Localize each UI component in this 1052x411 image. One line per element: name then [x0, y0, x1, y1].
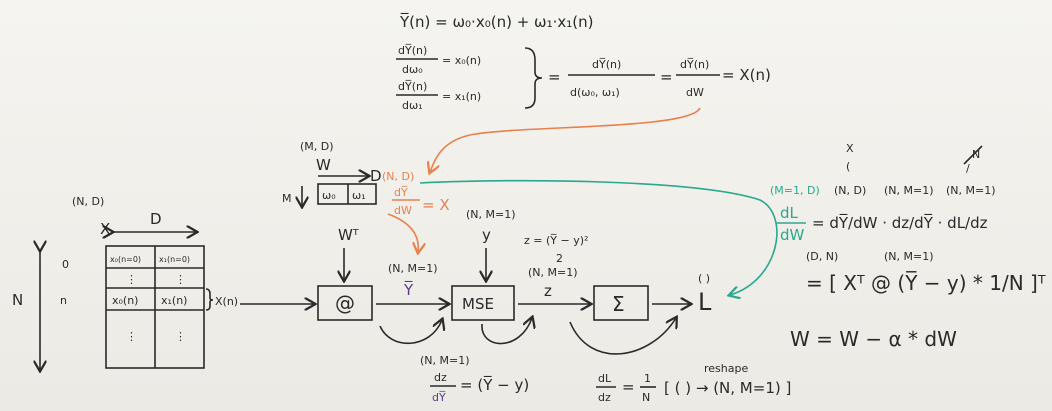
- matrix-n-label: N: [12, 291, 23, 309]
- grouping-brace: [524, 47, 543, 109]
- backward-arc-matmul: [379, 320, 442, 345]
- matrix-d-label: D: [150, 210, 162, 228]
- deriv0-numerator: dY̅(n): [398, 44, 427, 57]
- backward-arc-sum: [569, 318, 676, 355]
- shape-lhs: (M=1, D): [770, 184, 820, 197]
- matrix-cell-x1-n0: x₁(n=0): [159, 255, 190, 264]
- sum-node: [593, 285, 649, 321]
- equals-sign-2: =: [660, 68, 673, 86]
- weights-d-label: D: [370, 167, 382, 185]
- orange-local-arrow: [387, 213, 418, 252]
- loss-shape: ( ): [698, 272, 710, 285]
- weights-label: W: [316, 156, 331, 174]
- teal-gradient-arrow: [419, 179, 778, 295]
- one-over-n-denominator: N: [642, 391, 650, 404]
- deriv0-result: = x₀(n): [442, 54, 481, 67]
- combined-numerator: dY̅(n): [592, 58, 621, 71]
- strike-line: [963, 145, 983, 165]
- orange-gradient-arrow: [430, 107, 701, 172]
- deriv1-denominator: dω₁: [402, 99, 423, 112]
- equals-sign-1: =: [548, 68, 561, 86]
- matrix-ellipsis-3: ⋮: [126, 330, 137, 343]
- weights-m-label: M: [282, 192, 292, 205]
- dw-result: = X(n): [722, 66, 771, 84]
- matrix-cell-x0-n: x₀(n): [112, 294, 138, 307]
- row-brace: [205, 288, 214, 311]
- dz-numerator: dz: [434, 371, 447, 384]
- one-over-n-numerator: 1: [644, 372, 651, 385]
- deriv1-result: = x₁(n): [442, 90, 481, 103]
- dl-dz-numerator: dL: [598, 372, 612, 385]
- matrix-ellipsis-2: ⋮: [175, 273, 186, 286]
- dz-shape: (N, M=1): [420, 354, 470, 367]
- x-mark: X: [846, 142, 854, 155]
- weights-transpose: Wᵀ: [338, 226, 359, 244]
- x-mark-paren: (: [846, 160, 850, 173]
- row-zero-index: 0: [62, 258, 69, 271]
- mse-node: [451, 285, 515, 321]
- y-bar-shape: (N, M=1): [388, 262, 438, 275]
- dy-dw-result: = X: [422, 196, 450, 214]
- dz-denominator: dY̅: [432, 391, 446, 404]
- reshape-note: reshape: [704, 362, 748, 375]
- matrix-cell-x0-n0: x₀(n=0): [110, 255, 141, 264]
- z-formula: z = (Y̅ − y)²: [524, 234, 588, 247]
- dz-result: = (Y̅ − y): [460, 375, 529, 394]
- z-label: z: [544, 282, 552, 300]
- strike-mark: /: [966, 162, 970, 175]
- weight-cell-w0: ω₀: [322, 189, 336, 202]
- deriv1-numerator: dY̅(n): [398, 80, 427, 93]
- weights-d-shape: (N, D): [382, 170, 414, 183]
- sum-symbol: Σ: [612, 292, 625, 316]
- shape-nm: (N, M=1): [884, 250, 934, 263]
- matmul-symbol: @: [335, 291, 355, 315]
- combined-denominator: d(ω₀, ω₁): [570, 86, 620, 99]
- weight-matrix-box: [317, 183, 377, 205]
- matrix-label: X: [100, 220, 110, 238]
- dw-denominator: dW: [686, 86, 704, 99]
- shape-c: (N, M=1): [946, 184, 996, 197]
- y-bar-label: Y̅: [403, 280, 414, 299]
- weight-update-rule: W = W − α * dW: [790, 327, 957, 351]
- dy-dw-numerator: dY̅: [394, 186, 408, 199]
- mse-label: MSE: [462, 295, 494, 313]
- y-true-label: y: [482, 226, 491, 244]
- row-n-index: n: [60, 294, 67, 307]
- z-shape: (N, M=1): [528, 266, 578, 279]
- deriv0-denominator: dω₀: [402, 63, 423, 76]
- z-denominator: 2: [556, 252, 563, 265]
- reshape-expression: [ ( ) → (N, M=1) ]: [664, 379, 791, 397]
- matrix-cell-x1-n: x₁(n): [161, 294, 187, 307]
- weight-cell-w1: ω₁: [352, 189, 366, 202]
- weights-shape: (M, D): [300, 140, 334, 153]
- row-label: X(n): [215, 295, 238, 308]
- matrix-ellipsis-4: ⋮: [175, 330, 186, 343]
- matrix-shape: (N, D): [72, 195, 104, 208]
- dl-dw-denominator: dW: [780, 226, 805, 244]
- forward-equation: Y̅(n) = ω₀·x₀(n) + ω₁·x₁(n): [399, 12, 593, 31]
- shape-b: (N, M=1): [884, 184, 934, 197]
- y-true-shape: (N, M=1): [466, 208, 516, 221]
- dl-dz-equals: =: [622, 378, 635, 396]
- shape-dn: (D, N): [806, 250, 838, 263]
- chain-rule: = dY̅/dW · dz/dY̅ · dL/dz: [812, 213, 988, 232]
- crossed-n: N: [972, 148, 980, 161]
- dl-dz-denominator: dz: [598, 391, 611, 404]
- dl-dw-numerator: dL: [780, 204, 799, 222]
- dw-numerator: dY̅(n): [680, 58, 709, 71]
- matmul-node: [317, 285, 373, 321]
- backward-arc-mse: [481, 318, 532, 345]
- final-gradient: = [ Xᵀ @ (Y̅ − y) * 1/N ]ᵀ: [806, 270, 1046, 295]
- loss-label: L: [698, 288, 712, 316]
- dy-dw-denominator: dW: [394, 204, 412, 217]
- shape-a: (N, D): [834, 184, 866, 197]
- matrix-ellipsis-1: ⋮: [126, 273, 137, 286]
